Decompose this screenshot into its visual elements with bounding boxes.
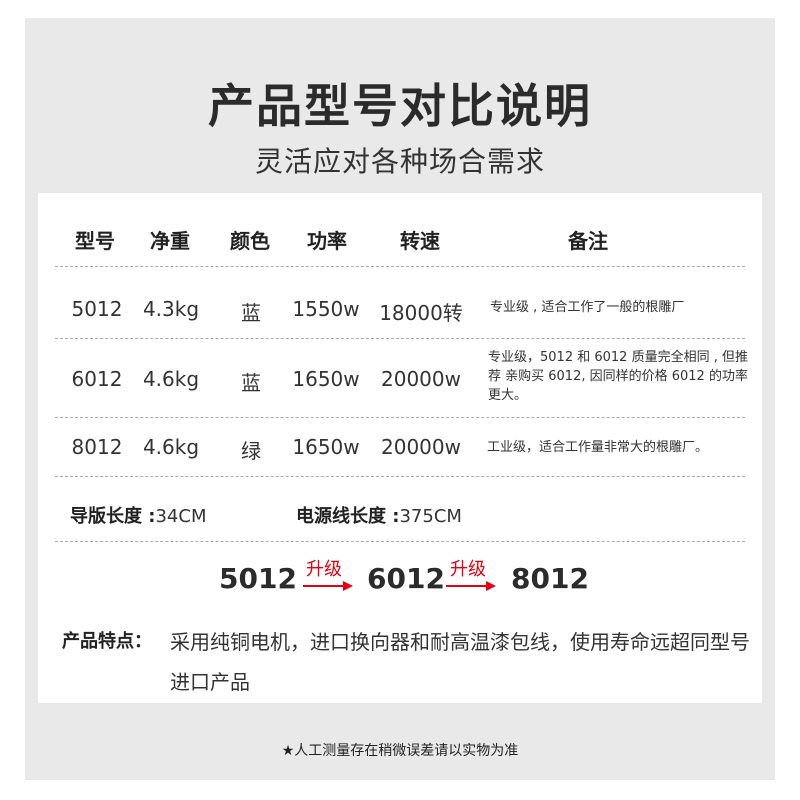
divider (55, 541, 745, 542)
header-note: 备注 (568, 229, 608, 253)
cell-color: 蓝 (241, 301, 261, 325)
comparison-card (38, 193, 762, 703)
cell-model: 6012 (71, 367, 123, 391)
arrow-right-icon (446, 581, 496, 591)
header-color: 颜色 (230, 229, 270, 253)
cable-length-value: 375CM (399, 506, 462, 527)
divider (55, 338, 745, 339)
cell-speed: 20000w (381, 367, 461, 391)
header-weight: 净重 (150, 229, 190, 253)
guide-length-label: 导版长度 : (70, 506, 156, 527)
cell-speed: 18000转 (379, 301, 463, 325)
product-features: 产品特点： 采用纯铜电机，进口换向器和耐高温漆包线，使用寿命远超同型号进口产品 (62, 622, 752, 702)
cell-power: 1550w (292, 297, 360, 321)
cell-weight: 4.6kg (142, 435, 200, 459)
upgrade-model-8012: 8012 (511, 562, 589, 595)
cell-color: 绿 (241, 439, 261, 463)
cell-power: 1650w (292, 367, 360, 391)
divider (55, 266, 745, 267)
cell-power: 1650w (292, 435, 360, 459)
upgrade-model-5012: 5012 (219, 562, 297, 595)
cell-note: 专业级 , 适合工作了一般的根雕厂 (490, 300, 685, 315)
cell-color: 蓝 (241, 371, 261, 395)
upgrade-label: 升级 (450, 559, 486, 580)
arrow-right-icon (303, 581, 353, 591)
header-speed: 转速 (400, 229, 440, 253)
header-model: 型号 (75, 229, 115, 253)
cell-weight: 4.3kg (142, 297, 200, 321)
cell-model: 8012 (71, 435, 123, 459)
cable-length-label: 电源线长度 : (296, 506, 400, 527)
cell-note: 专业级，5012 和 6012 质量完全相同 , 但推荐 亲购买 6012, 因… (488, 350, 748, 403)
divider (55, 476, 745, 477)
cell-model: 5012 (71, 297, 123, 321)
header-power: 功率 (307, 229, 347, 253)
cell-speed: 20000w (381, 435, 461, 459)
page-title: 产品型号对比说明 (208, 79, 592, 133)
divider (55, 417, 745, 418)
cell-note: 工业级，适合工作量非常大的根雕厂。 (487, 440, 709, 455)
upgrade-model-6012: 6012 (367, 562, 445, 595)
cell-weight: 4.6kg (142, 367, 200, 391)
footer-note: ★人工测量存在稍微误差请以实物为准 (281, 743, 519, 759)
guide-length: 导版长度 :34CM (70, 502, 206, 528)
page-subtitle: 灵活应对各种场合需求 (254, 145, 545, 178)
cable-length: 电源线长度 :375CM (296, 502, 462, 528)
features-text: 采用纯铜电机，进口换向器和耐高温漆包线，使用寿命远超同型号进口产品 (170, 630, 750, 694)
features-label: 产品特点： (62, 631, 152, 652)
upgrade-label: 升级 (306, 559, 342, 580)
guide-length-value: 34CM (155, 506, 207, 527)
